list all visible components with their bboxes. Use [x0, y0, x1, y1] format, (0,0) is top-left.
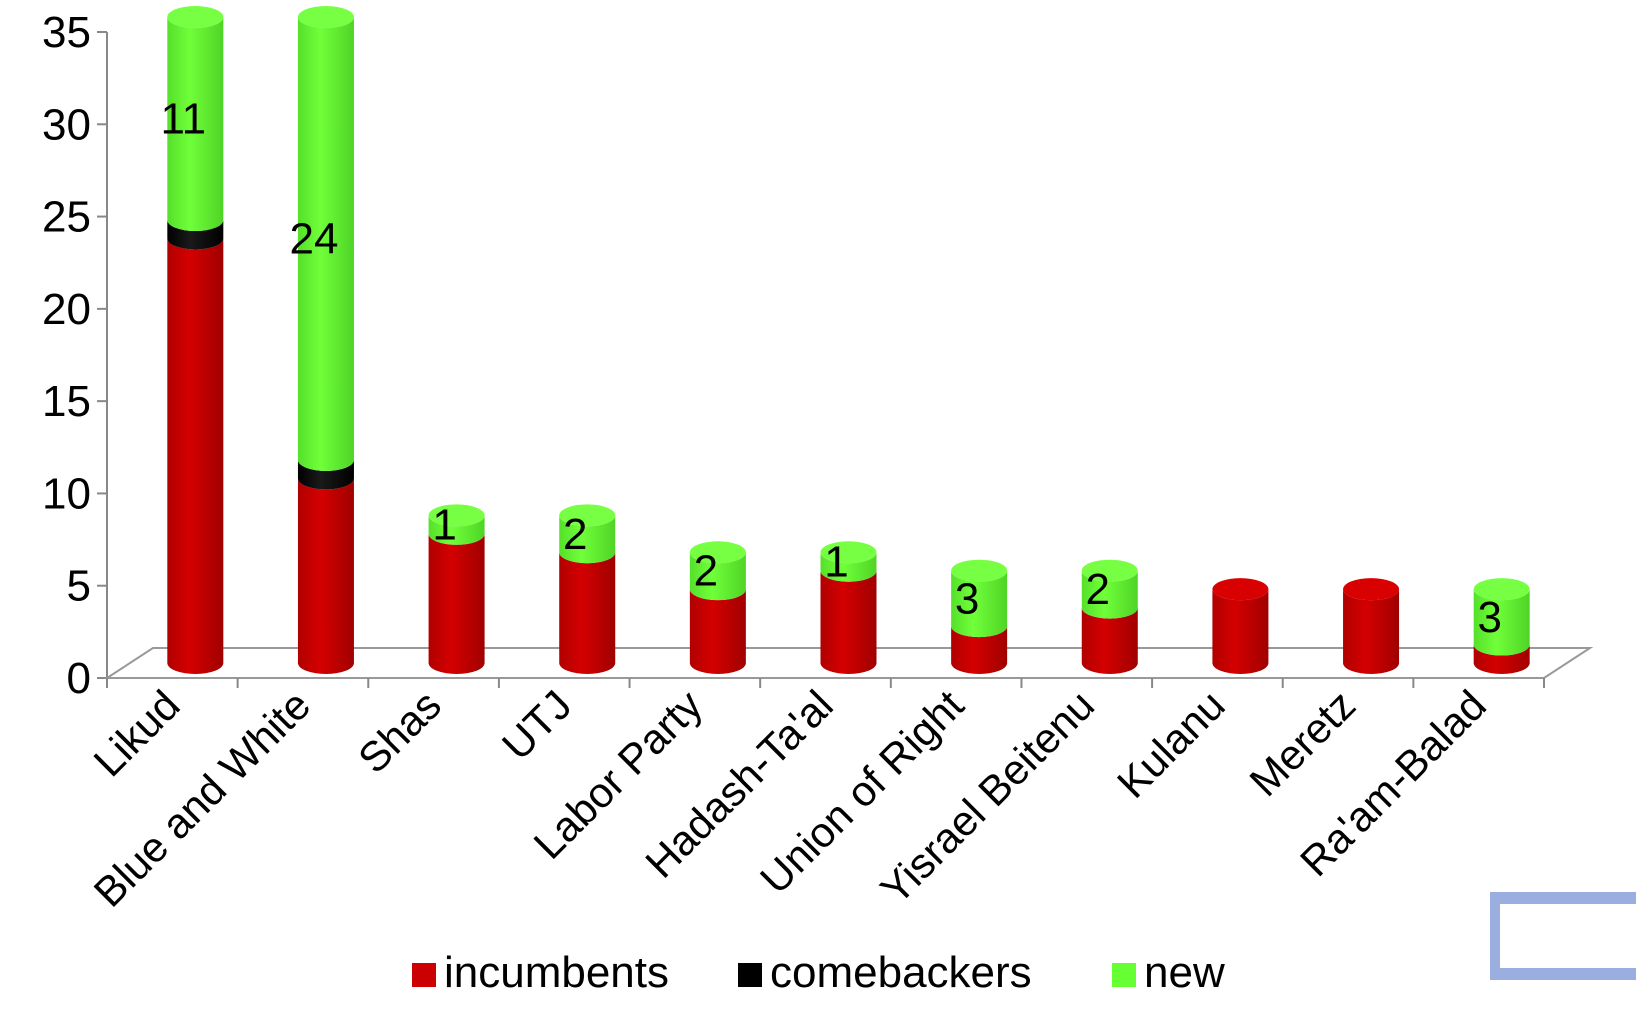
data-label: 24 — [289, 214, 338, 263]
battery-icon — [1490, 892, 1636, 980]
bar-stack — [297, 6, 354, 674]
bar-segment-new — [167, 17, 224, 232]
bar-segment-incumbents — [1343, 589, 1400, 674]
bar-segment-incumbents — [689, 589, 746, 674]
legend-swatch — [738, 963, 762, 987]
bar-cap — [1081, 559, 1138, 582]
data-label: 2 — [563, 510, 587, 559]
bar-segment-new — [559, 515, 616, 564]
chart-bars — [167, 6, 1530, 674]
chart-legend: incumbents comebackers new — [412, 948, 1225, 997]
bar-cap — [559, 504, 616, 527]
bar-segment-incumbents — [1081, 607, 1138, 674]
x-tick-label: Kulanu — [1108, 681, 1234, 807]
legend-swatch — [412, 963, 436, 987]
bar-segment-new — [689, 552, 746, 601]
bar-cap — [1343, 578, 1400, 601]
y-tick-label: 5 — [67, 562, 91, 611]
bar-segment-comebackers — [167, 220, 224, 250]
legend-label: new — [1144, 948, 1225, 997]
data-label: 2 — [694, 547, 718, 596]
bar-segment-incumbents — [1473, 644, 1530, 674]
data-label: 2 — [1086, 565, 1110, 614]
bar-stack — [689, 541, 746, 674]
legend-item-incumbents: incumbents — [412, 948, 669, 997]
bar-stack — [1212, 578, 1269, 674]
bar-stack — [428, 504, 485, 674]
bar-stack — [559, 504, 616, 674]
bar-segment-incumbents — [167, 238, 224, 674]
x-tick-label: Meretz — [1240, 681, 1364, 805]
bar-cap — [689, 541, 746, 564]
data-label: 1 — [432, 501, 456, 550]
legend-item-new: new — [1112, 948, 1225, 997]
bar-stack — [167, 6, 224, 674]
bar-segment-incumbents — [559, 552, 616, 674]
bar-cap — [951, 559, 1008, 582]
legend-label: comebackers — [770, 948, 1032, 997]
data-label: 3 — [1477, 593, 1501, 642]
legend-swatch — [1112, 963, 1136, 987]
bar-segment-new — [951, 570, 1008, 638]
data-label: 11 — [160, 95, 206, 144]
y-tick-label: 15 — [42, 377, 91, 426]
y-tick-label: 10 — [42, 469, 91, 518]
data-label: 3 — [955, 574, 979, 623]
floor-plane — [103, 647, 1594, 679]
bar-segment-incumbents — [428, 533, 485, 674]
bar-segment-comebackers — [297, 459, 354, 490]
bar-segment-new — [1473, 589, 1530, 656]
bar-cap — [820, 541, 877, 564]
legend-item-comebackers: comebackers — [738, 948, 1032, 997]
bar-segment-incumbents — [951, 626, 1008, 674]
y-tick-label: 30 — [42, 100, 91, 149]
x-tick-label: Shas — [349, 681, 450, 782]
data-label: 1 — [824, 537, 848, 586]
x-tick-label: Likud — [84, 681, 188, 785]
bar-segment-incumbents — [297, 478, 354, 674]
bar-stack — [1081, 559, 1138, 674]
bar-segment-incumbents — [1212, 589, 1269, 674]
bar-cap — [297, 6, 354, 28]
bar-cap — [1212, 578, 1269, 601]
y-tick-label: 20 — [42, 285, 91, 334]
bar-segment-new — [428, 515, 485, 545]
bar-segment-new — [297, 17, 354, 471]
bar-stack — [1343, 578, 1400, 674]
legend-label: incumbents — [444, 948, 669, 997]
bar-segment-new — [1081, 570, 1138, 619]
y-tick-label: 25 — [42, 193, 91, 242]
bar-stack — [1473, 578, 1530, 674]
bar-stack — [951, 559, 1008, 674]
x-tick-label: UTJ — [493, 681, 581, 769]
bar-stack — [820, 541, 877, 674]
chart-axes: 0 5 10 15 20 25 30 35 — [42, 8, 1594, 703]
bar-segment-new — [820, 552, 877, 582]
y-tick-label: 0 — [67, 654, 91, 703]
y-tick-label: 35 — [42, 8, 91, 57]
bar-segment-incumbents — [820, 570, 877, 674]
bar-cap — [167, 6, 224, 28]
bar-cap — [428, 504, 485, 527]
bar-cap — [1473, 578, 1530, 601]
